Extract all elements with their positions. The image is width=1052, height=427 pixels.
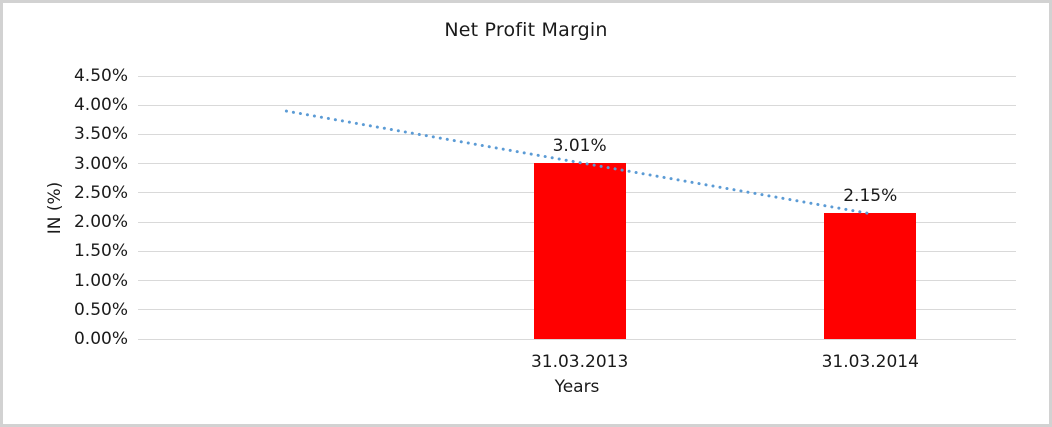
y-tick-label: 0.50% <box>73 299 128 320</box>
chart-title: Net Profit Margin <box>444 19 608 41</box>
x-axis-line <box>138 338 1016 340</box>
y-tick-label: 4.50% <box>73 66 128 86</box>
y-tick-label: 1.00% <box>73 270 128 291</box>
y-tick-label: 2.50% <box>73 182 128 203</box>
y-tick-label: 3.00% <box>73 153 128 174</box>
y-tick-label: 4.00% <box>73 95 128 116</box>
gridline <box>138 133 1016 135</box>
x-tick-label: 31.03.2013 <box>530 352 629 372</box>
x-axis-title: Years <box>554 377 600 397</box>
gridline <box>138 104 1016 106</box>
y-tick-label: 1.50% <box>73 241 128 262</box>
data-label: 3.01% <box>552 136 607 157</box>
bar-31.03.2013 <box>533 163 626 339</box>
y-tick-label: 2.00% <box>73 212 128 233</box>
bar-31.03.2014 <box>824 213 917 339</box>
data-label: 2.15% <box>843 186 898 207</box>
y-tick-label: 0.00% <box>73 329 128 349</box>
plot-area: 3.01% 31.03.2013 2.15% 31.03.2014 <box>138 75 1016 371</box>
x-tick-label: 31.03.2014 <box>821 352 919 372</box>
gridline <box>138 75 1016 77</box>
y-tick-label: 3.50% <box>73 124 128 145</box>
